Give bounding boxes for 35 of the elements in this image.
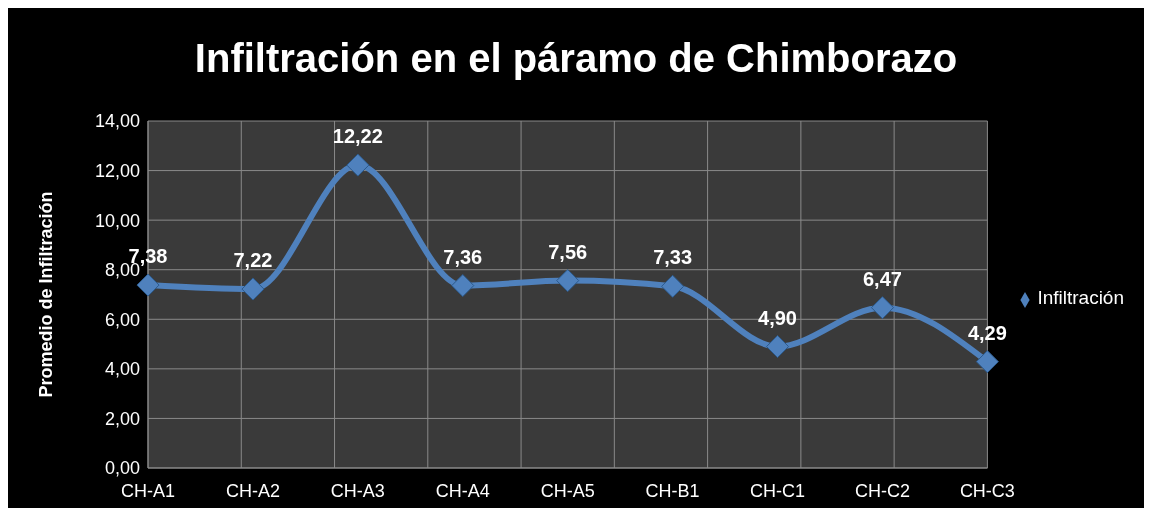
- data-label: 6,47: [863, 267, 902, 290]
- y-tick-label: 12,00: [94, 160, 140, 181]
- point: [870, 296, 894, 320]
- y-tick-label: 0,00: [104, 458, 140, 479]
- chart-title: Infiltración en el páramo de Chimborazo: [193, 35, 959, 82]
- data-label: 7,22: [233, 249, 273, 272]
- data-label: 7,56: [548, 240, 588, 263]
- y-tick-label: 4,00: [104, 359, 140, 380]
- x-tick-label: CH-A3: [330, 480, 385, 501]
- data-label: 7,33: [653, 246, 693, 269]
- y-axis-title: Promedio de Infiltración: [36, 191, 57, 398]
- point: [766, 335, 790, 359]
- x-tick-label: CH-C2: [854, 480, 910, 501]
- data-label: 4,90: [758, 306, 798, 329]
- x-tick-label: CH-A1: [120, 480, 176, 501]
- point: [975, 350, 999, 374]
- data-label: 12,22: [332, 125, 383, 148]
- point: [451, 274, 475, 298]
- point: [346, 153, 370, 177]
- point: [661, 274, 685, 298]
- x-tick-label: CH-B1: [645, 480, 700, 501]
- point: [241, 277, 265, 301]
- x-tick-label: CH-C1: [750, 480, 806, 501]
- y-tick-label: 6,00: [104, 309, 140, 330]
- x-tick-label: CH-C3: [959, 480, 1015, 501]
- y-tick-label: 2,00: [104, 408, 140, 429]
- legend-label: Infiltración: [1037, 287, 1124, 308]
- point: [556, 269, 580, 293]
- data-label: 4,29: [967, 321, 1007, 344]
- x-tick-label: CH-A4: [435, 480, 490, 501]
- x-tick-label: CH-A2: [225, 480, 280, 501]
- x-tick-label: CH-A5: [540, 480, 595, 501]
- data-label: 7,36: [443, 245, 483, 268]
- y-tick-label: 14,00: [94, 111, 140, 132]
- y-tick-label: 10,00: [94, 210, 140, 231]
